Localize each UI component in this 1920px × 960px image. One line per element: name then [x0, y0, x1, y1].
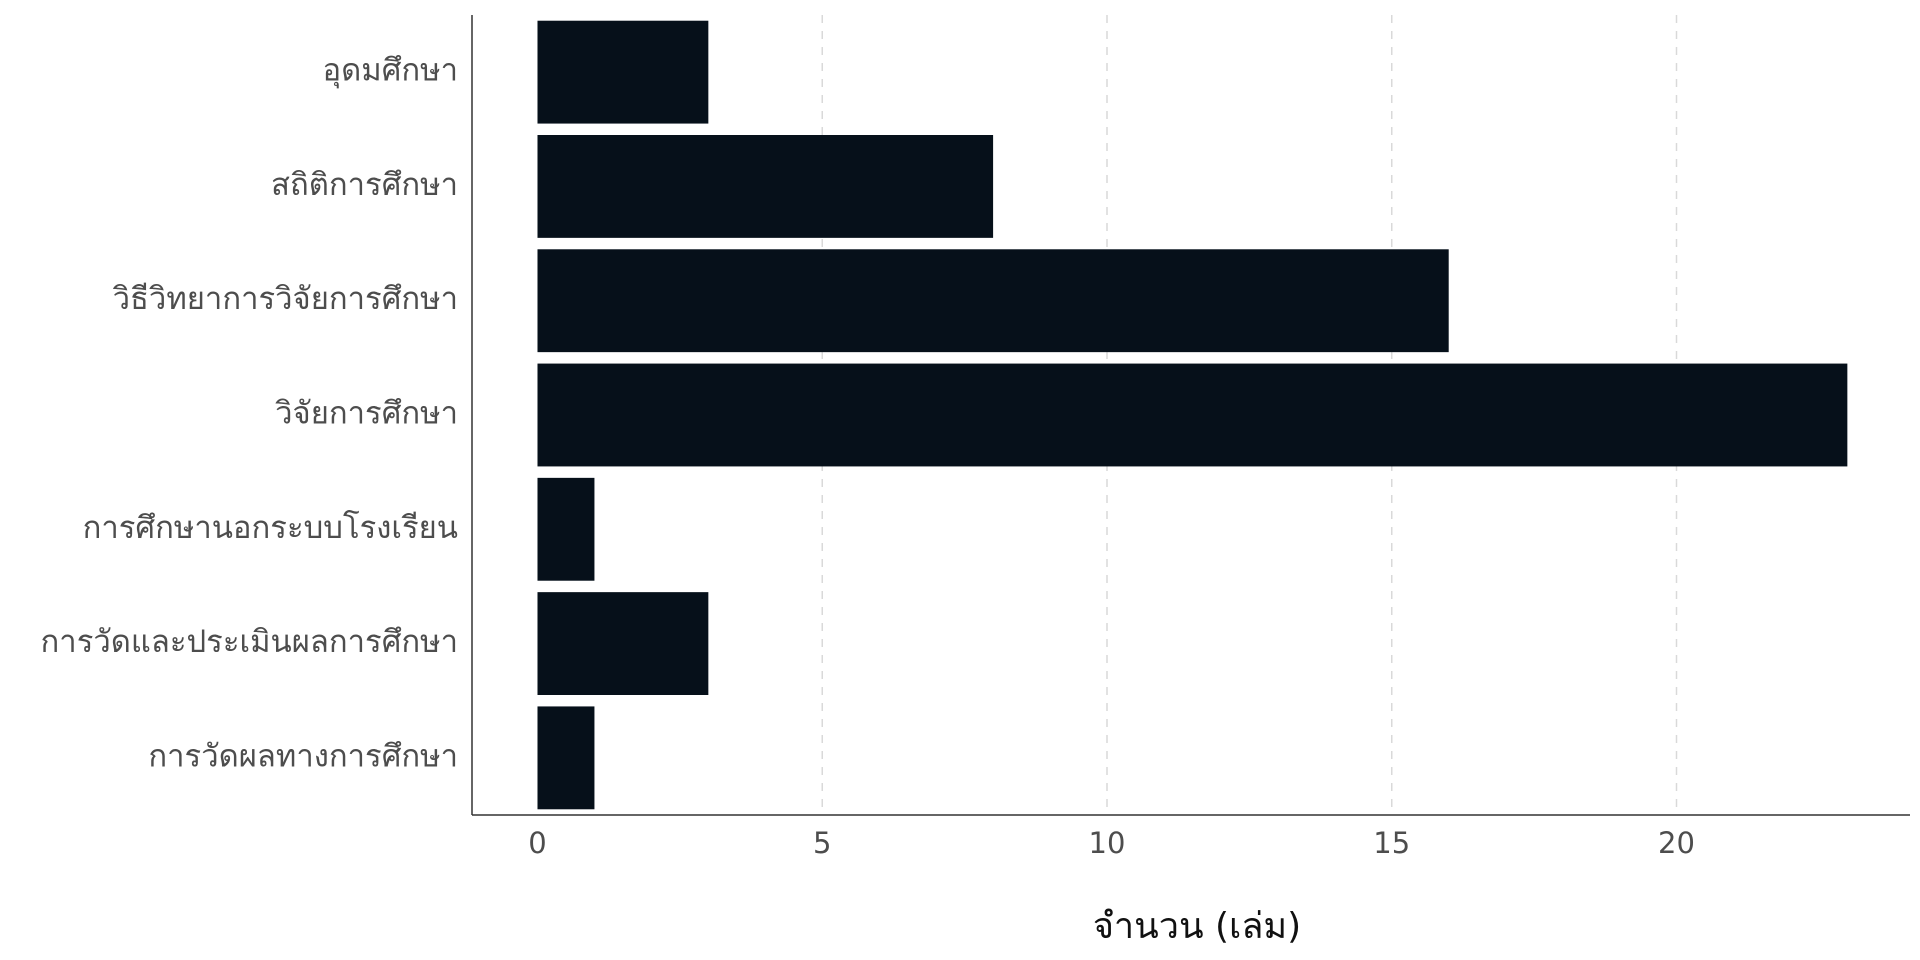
x-tick-label: 0 — [528, 826, 546, 860]
x-tick-labels: 0 5 10 15 20 — [528, 826, 1695, 860]
y-tick-label: วิจัยการศึกษา — [275, 396, 458, 432]
y-tick-label: การวัดและประเมินผลการศึกษา — [41, 624, 458, 660]
axes — [471, 15, 1910, 816]
y-tick-labels: อุดมศึกษาสถิติการศึกษาวิธีวิทยาการวิจัยก… — [41, 53, 458, 775]
bar — [537, 135, 994, 238]
y-tick-label: สถิติการศึกษา — [271, 167, 458, 203]
x-tick-label: 5 — [813, 826, 831, 860]
x-axis-title: จำนวน (เล่ม) — [1093, 906, 1301, 947]
bar — [537, 477, 595, 581]
bar — [537, 363, 1848, 467]
bars — [537, 20, 1848, 810]
y-tick-label: การวัดผลทางการศึกษา — [148, 738, 458, 774]
bar — [537, 592, 709, 695]
bar — [537, 706, 595, 810]
bar — [537, 249, 1449, 353]
bar — [537, 20, 709, 124]
x-tick-label: 10 — [1089, 826, 1126, 860]
y-tick-label: อุดมศึกษา — [323, 53, 458, 90]
y-tick-label: การศึกษานอกระบบโรงเรียน — [83, 510, 458, 546]
x-tick-label: 15 — [1373, 826, 1410, 860]
y-tick-label: วิธีวิทยาการวิจัยการศึกษา — [112, 281, 458, 317]
x-tick-label: 20 — [1658, 826, 1695, 860]
